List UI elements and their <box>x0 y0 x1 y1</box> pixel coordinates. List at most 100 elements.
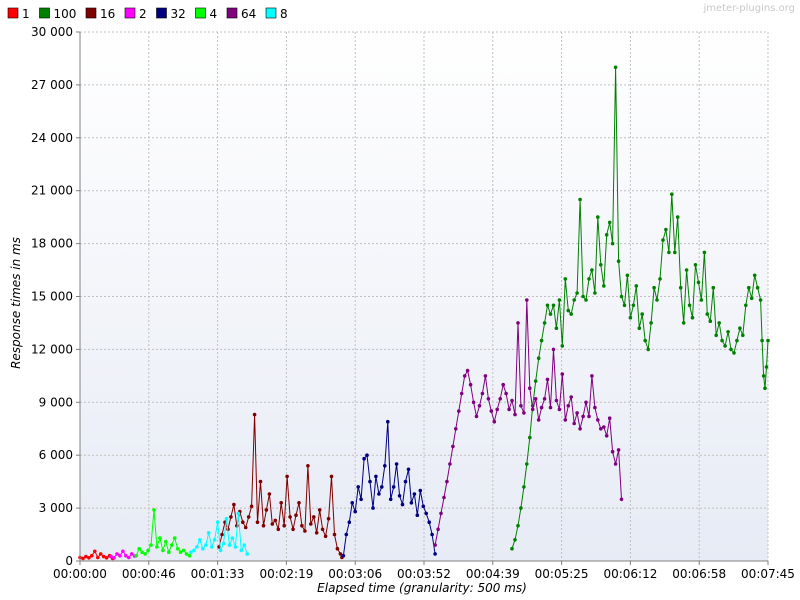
data-point <box>169 543 174 547</box>
data-point <box>575 291 579 295</box>
data-point <box>350 501 355 505</box>
data-point <box>184 552 189 556</box>
x-tick-label: 00:02:19 <box>259 567 313 581</box>
data-point <box>560 372 565 376</box>
data-point <box>628 315 633 320</box>
series-4 <box>134 508 192 558</box>
data-point <box>726 330 730 334</box>
data-point <box>705 312 710 316</box>
data-point <box>394 462 399 466</box>
data-point <box>242 543 246 547</box>
data-point <box>581 294 585 299</box>
data-point <box>386 419 390 424</box>
legend-swatch <box>265 7 277 19</box>
data-point <box>643 338 647 343</box>
data-point <box>189 550 193 554</box>
data-point <box>687 303 692 308</box>
data-point <box>397 494 402 498</box>
data-point <box>264 508 269 512</box>
x-tick-label: 00:00:00 <box>53 567 107 581</box>
legend-item-100: 100 <box>39 7 76 21</box>
data-point <box>232 502 236 507</box>
data-point <box>761 374 766 378</box>
data-point <box>658 277 662 281</box>
y-tick-label: 24 000 <box>31 131 73 145</box>
data-point <box>510 546 514 551</box>
data-point <box>752 273 757 278</box>
data-point <box>569 312 573 316</box>
data-point <box>557 407 562 412</box>
data-point <box>649 321 653 325</box>
data-point <box>548 312 553 316</box>
legend-item-4: 4 <box>195 7 218 21</box>
y-tick-label: 3 000 <box>39 501 73 515</box>
data-point <box>587 414 591 419</box>
data-point <box>462 374 467 378</box>
data-point <box>646 347 650 352</box>
x-tick-label: 00:00:46 <box>122 567 176 581</box>
data-point <box>121 549 125 554</box>
data-point <box>587 277 591 281</box>
series-line <box>434 299 622 546</box>
data-point <box>273 518 278 523</box>
data-point <box>258 479 263 484</box>
data-point <box>560 344 565 348</box>
data-point <box>172 536 177 540</box>
data-point <box>522 411 526 415</box>
data-point <box>590 374 594 378</box>
data-point <box>320 527 325 532</box>
data-point <box>741 333 745 338</box>
data-point <box>602 284 606 288</box>
data-point <box>673 250 677 255</box>
data-point <box>227 543 232 547</box>
data-point <box>161 548 165 553</box>
data-point <box>766 338 770 343</box>
data-point <box>504 391 508 396</box>
data-point <box>377 492 381 496</box>
data-point <box>575 411 579 415</box>
data-point <box>415 513 420 517</box>
x-tick-label: 00:04:39 <box>466 567 520 581</box>
data-point <box>245 552 249 556</box>
data-point <box>554 398 559 403</box>
data-point <box>468 382 473 387</box>
data-point <box>696 280 701 285</box>
data-point <box>619 497 624 502</box>
legend-swatch <box>85 7 97 19</box>
data-point <box>528 386 532 391</box>
data-point <box>84 554 88 559</box>
data-point <box>204 543 208 547</box>
data-point <box>192 548 196 553</box>
legend-item-16: 16 <box>85 7 115 21</box>
data-point <box>127 555 131 560</box>
data-point <box>87 556 91 560</box>
data-point <box>167 550 171 554</box>
y-axis-title: Response times in ms <box>9 237 23 369</box>
data-point <box>530 407 535 412</box>
data-point <box>276 527 281 532</box>
x-axis-title: Elapsed time (granularity: 500 ms) <box>317 581 527 595</box>
data-point <box>711 285 716 290</box>
data-point <box>335 546 340 551</box>
data-point <box>383 464 387 468</box>
data-point <box>294 513 298 517</box>
data-point <box>391 485 396 489</box>
data-point <box>448 462 452 466</box>
y-tick-label: 12 000 <box>31 342 73 356</box>
data-point <box>581 414 585 419</box>
data-point <box>522 485 526 489</box>
data-point <box>749 296 754 301</box>
data-point <box>655 298 659 302</box>
legend-label: 4 <box>210 7 218 21</box>
data-point <box>409 501 414 505</box>
data-point <box>291 527 295 532</box>
data-point <box>326 516 331 521</box>
legend-label: 64 <box>241 7 256 21</box>
data-point <box>303 529 307 533</box>
data-point <box>545 377 550 382</box>
legend-label: 8 <box>280 7 288 21</box>
data-point <box>146 548 150 553</box>
data-point <box>134 553 138 558</box>
data-point <box>104 556 109 560</box>
